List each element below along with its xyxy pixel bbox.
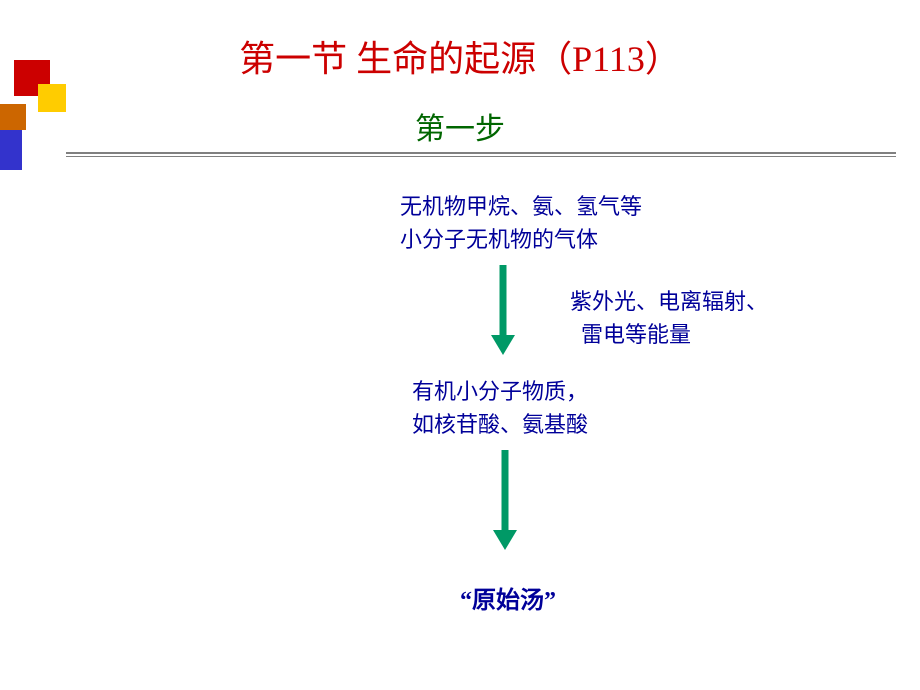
slide: 第一节 生命的起源（P113） 第一步 无机物甲烷、氨、氢气等 小分子无机物的气… [0, 0, 920, 690]
slide-title: 第一节 生命的起源（P113） [0, 30, 920, 82]
flow-node-inorganic: 无机物甲烷、氨、氢气等 小分子无机物的气体 [400, 190, 642, 256]
slide-subtitle: 第一步 [0, 104, 920, 148]
flow-arrow-1 [488, 265, 518, 355]
flow-label-energy: 紫外光、电离辐射、 雷电等能量 [570, 285, 768, 351]
flow-arrow-2 [490, 450, 520, 550]
flow-node-primordial-soup: “原始汤” [460, 580, 556, 615]
flow-node-organic: 有机小分子物质， 如核苷酸、氨基酸 [412, 375, 588, 441]
title-divider [66, 152, 896, 158]
flowchart: 无机物甲烷、氨、氢气等 小分子无机物的气体 紫外光、电离辐射、 雷电等能量 有机… [0, 190, 920, 690]
